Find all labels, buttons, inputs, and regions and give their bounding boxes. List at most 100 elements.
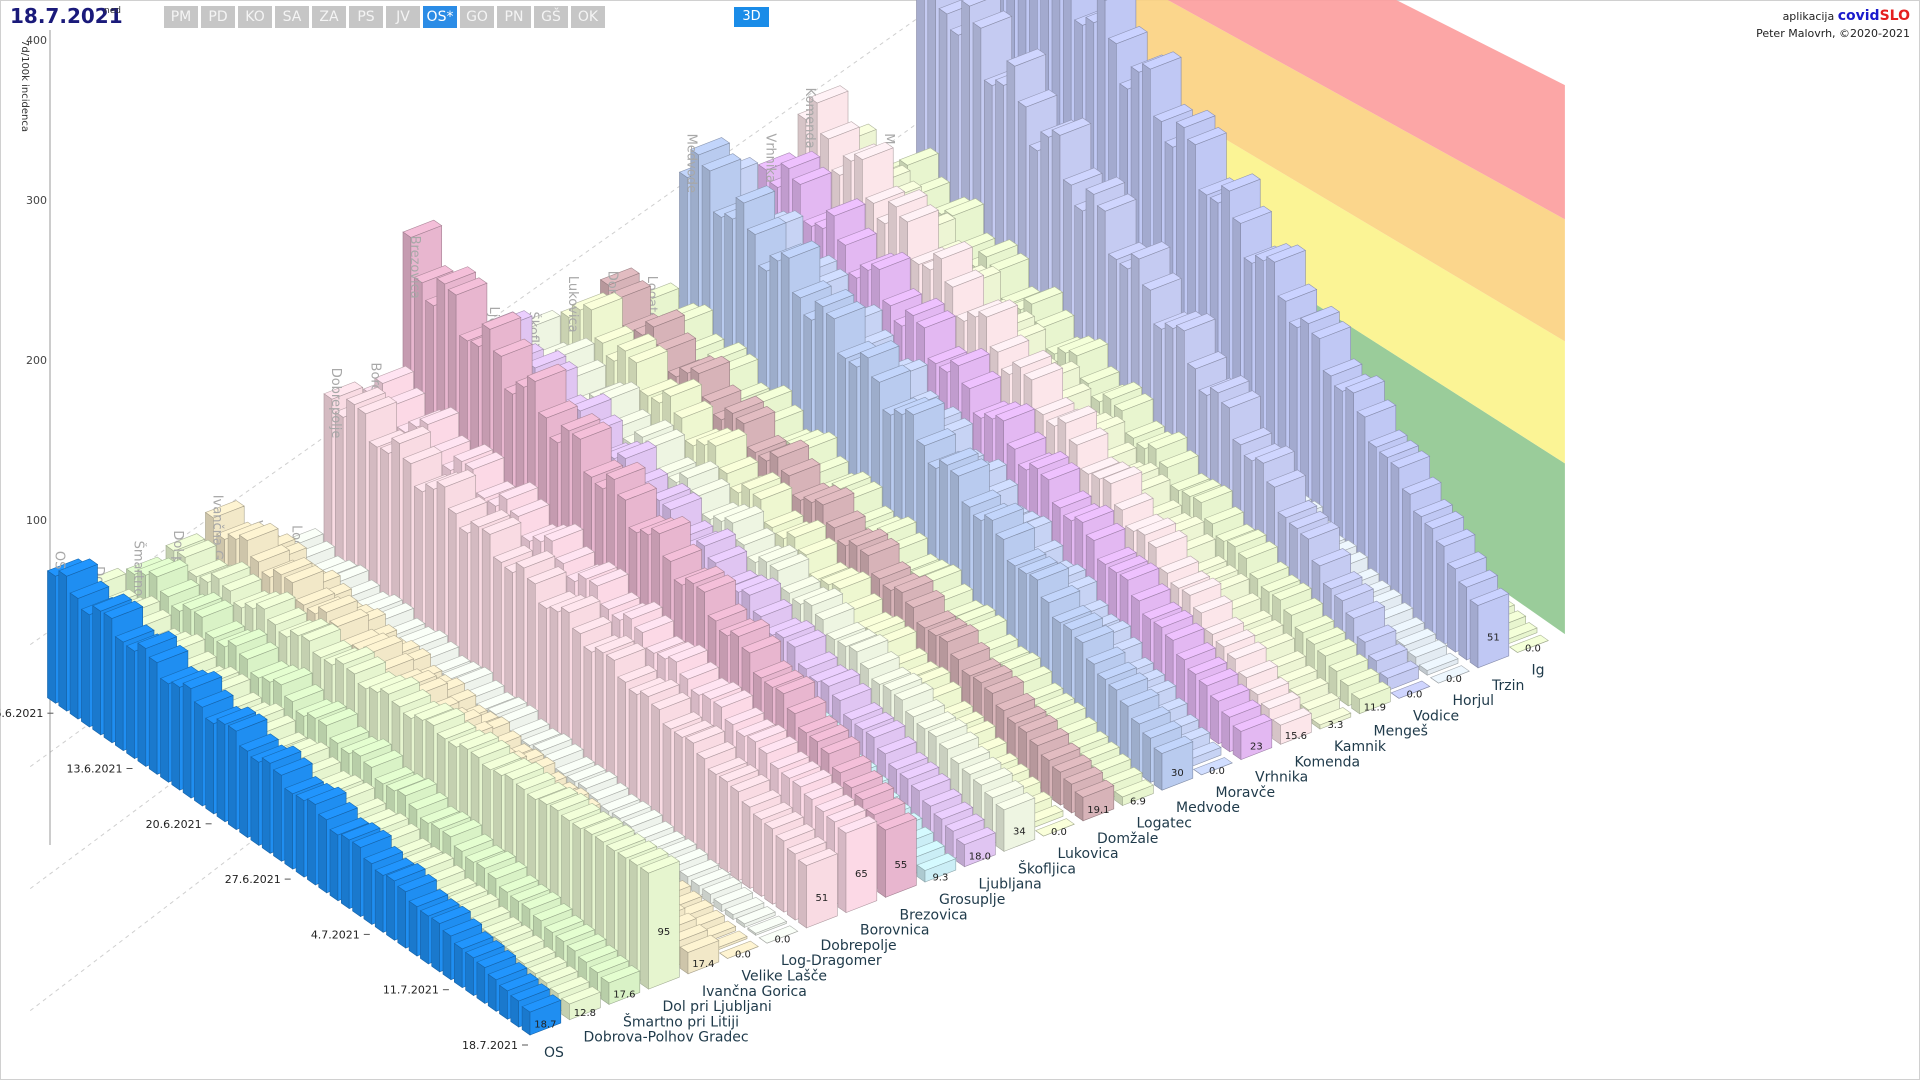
value-label: 65 — [855, 869, 868, 880]
bar-side — [628, 859, 638, 982]
bar-ig-day-42[interactable] — [1517, 640, 1549, 653]
bar-side — [1221, 711, 1230, 753]
bar-side — [363, 857, 373, 925]
bar-velike-la-e-day-42[interactable] — [727, 946, 759, 959]
bar-side — [205, 717, 214, 815]
date-tick-label: 27.6.2021 — [225, 873, 281, 886]
bar-brezovica-day-42[interactable] — [885, 817, 917, 898]
value-label: 11.9 — [1364, 702, 1386, 713]
app-name-covid: covid — [1837, 8, 1880, 24]
bar-ljubljana-day-42[interactable] — [964, 832, 996, 868]
bar-medvode-day-42[interactable] — [1161, 741, 1194, 791]
bar-side — [1509, 646, 1518, 653]
tab-pd[interactable]: PD — [201, 6, 235, 28]
bar-morav-e-day-42[interactable] — [1201, 762, 1233, 776]
tab-ok[interactable]: OK — [571, 6, 605, 28]
bar-dol-pri-ljubljani-day-42[interactable] — [648, 860, 680, 990]
bar-side — [1142, 732, 1151, 783]
bar-side — [126, 645, 135, 760]
bar-log-dragomer-day-42[interactable] — [766, 930, 798, 944]
bar-trzin-day-42[interactable] — [1477, 593, 1510, 669]
bar-side — [1210, 695, 1219, 745]
bar-grosuplje-day-42[interactable] — [924, 858, 957, 883]
bar-dom-ale-day-42[interactable] — [1082, 785, 1115, 822]
bar-kamnik-day-42[interactable] — [1319, 712, 1352, 730]
bar-side — [628, 688, 638, 810]
tab-jv[interactable]: JV — [386, 6, 420, 28]
bar--kofljica-day-42[interactable] — [1003, 797, 1036, 852]
tab-za[interactable]: ZA — [312, 6, 346, 28]
series-label: Ljubljana — [979, 877, 1042, 893]
series-label: Dol pri Ljubljani — [663, 999, 772, 1015]
bar-logatec-day-42[interactable] — [1122, 784, 1154, 806]
bar-side — [160, 677, 169, 783]
series-label: OS — [544, 1045, 564, 1061]
current-date[interactable]: 18.7.2021 — [10, 4, 123, 28]
bar-side — [758, 937, 768, 944]
series-label: Domžale — [1097, 831, 1158, 847]
bar-side — [719, 952, 728, 959]
series-label: Ig — [1532, 663, 1545, 679]
bar-dobrova-polhov-gradec-day-42[interactable] — [569, 991, 601, 1021]
bar-komenda-day-42[interactable] — [1280, 712, 1312, 745]
app-title[interactable]: aplikacija covidSLO — [1756, 8, 1910, 25]
bar-side — [239, 745, 248, 839]
bar-lukovica-day-42[interactable] — [1043, 823, 1075, 837]
bar-side — [1413, 510, 1422, 629]
bar-horjul-day-41[interactable] — [1426, 658, 1459, 676]
bar-side — [58, 570, 67, 712]
bar-side — [352, 841, 361, 918]
value-label: 19.1 — [1087, 805, 1109, 816]
y-tick-label: 400 — [26, 34, 47, 47]
tab-gš[interactable]: GŠ — [534, 6, 568, 28]
value-label: 17.4 — [692, 959, 714, 970]
value-label: 0.0 — [1406, 690, 1422, 701]
series-label: Log-Dragomer — [781, 953, 882, 969]
tab-ko[interactable]: KO — [238, 6, 272, 28]
bar-os-day-42[interactable] — [529, 999, 562, 1036]
bar-ivan-na-gorica-day-42[interactable] — [687, 940, 720, 975]
bar-side — [1430, 677, 1439, 684]
series-label: Vrhnika — [1255, 770, 1308, 786]
tab-go[interactable]: GO — [460, 6, 494, 28]
bar-menge--day-42[interactable] — [1359, 686, 1391, 715]
bar--martno-pri-litiji-day-42[interactable] — [608, 970, 641, 1005]
series-label: Logatec — [1137, 816, 1192, 832]
top-bar: 18.7.2021 ned PM PD KO SA ZA PS JV OS* GO PN GŠ OK … — [0, 0, 1920, 40]
series-label: Kamnik — [1334, 739, 1387, 755]
bar-horjul-day-42[interactable] — [1438, 670, 1470, 684]
tab-ps[interactable]: PS — [349, 6, 383, 28]
value-label: 17.6 — [613, 990, 635, 1001]
bar-side — [1035, 830, 1044, 837]
bar-vrhnika-day-42[interactable] — [1240, 719, 1273, 761]
bar-side — [318, 813, 327, 894]
tab-pm[interactable]: PM — [164, 6, 198, 28]
bar-side — [273, 769, 282, 862]
value-label: 0.0 — [1446, 674, 1462, 685]
value-label: 34 — [1013, 827, 1026, 838]
bar-log-dragomer-day-40[interactable] — [744, 911, 776, 928]
series-label: Brezovica — [900, 907, 968, 923]
value-label: 0.0 — [774, 934, 790, 945]
bar-dobrepolje-day-42[interactable] — [806, 853, 838, 929]
tab-pn[interactable]: PN — [497, 6, 531, 28]
bar-borovnica-day-42[interactable] — [845, 820, 878, 914]
value-label: 0.0 — [735, 950, 751, 961]
series-label: Dobrova-Polhov Gradec — [584, 1030, 749, 1046]
bar-log-dragomer-day-41[interactable] — [755, 921, 787, 936]
bar-vodice-day-41[interactable] — [1387, 665, 1419, 691]
bar-side — [81, 608, 90, 728]
value-label: 18.0 — [969, 852, 991, 863]
bar-side — [775, 835, 785, 913]
bar-side — [837, 827, 847, 914]
y-axis-title: 7d/100k incidenca — [19, 40, 30, 132]
bar-side — [741, 801, 751, 889]
view-3d-button[interactable]: 3D — [734, 7, 769, 27]
tab-sa[interactable]: SA — [275, 6, 309, 28]
bar-vodice-day-42[interactable] — [1398, 686, 1430, 699]
bar-side — [420, 910, 429, 965]
tab-os-star[interactable]: OS* — [423, 6, 457, 28]
series-back-label: Medvode — [683, 134, 698, 193]
app-prefix: aplikacija — [1782, 10, 1835, 23]
